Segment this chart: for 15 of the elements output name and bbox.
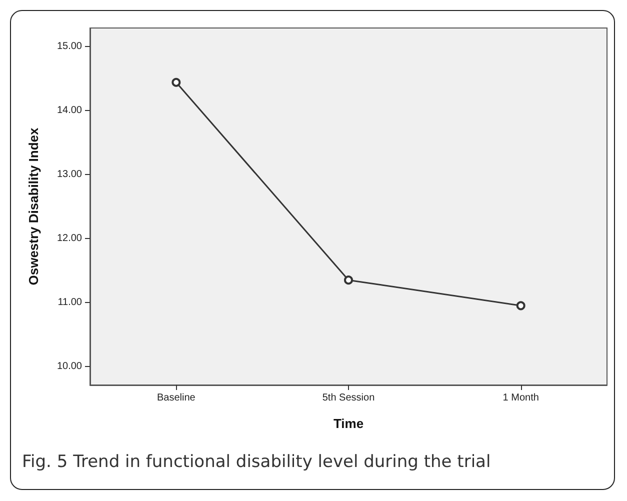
point xyxy=(516,301,526,310)
point xyxy=(172,78,181,87)
y-tick-label: 13.00 xyxy=(56,169,82,180)
x-axis-title: Time xyxy=(333,416,364,431)
y-tick-label: 12.00 xyxy=(56,232,82,244)
y-tick-label: 15.00 xyxy=(56,41,82,52)
y-tick-label: 10.00 xyxy=(56,360,82,372)
y-tick-label: 14.00 xyxy=(56,105,82,116)
y-tick-label: 11.00 xyxy=(58,296,82,308)
x-tick-label: 5th Session xyxy=(322,392,375,404)
point xyxy=(344,276,353,285)
x-tick-label: 1 Month xyxy=(502,392,539,404)
y-axis-title: Oswestry Disability Index xyxy=(26,126,41,286)
x-tick-label: Baseline xyxy=(156,392,196,404)
caption: Fig. 5 Trend in functional disability level during the trial xyxy=(22,452,491,472)
